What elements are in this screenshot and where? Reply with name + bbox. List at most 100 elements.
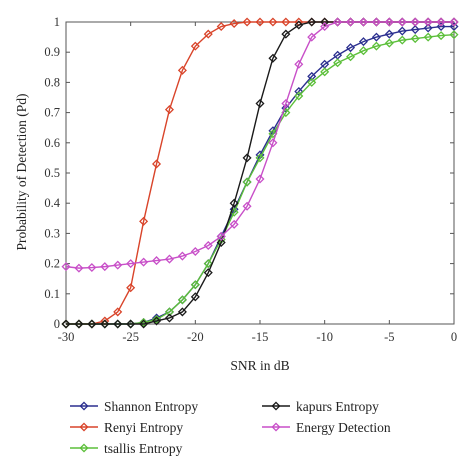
data-point-shannon-entropy [449, 22, 459, 32]
data-point-shannon-entropy [423, 23, 433, 33]
data-point-energy-detection [255, 174, 265, 184]
data-point-energy-detection [281, 99, 291, 109]
y-axis-label: Probability of Detection (Pd) [14, 93, 29, 250]
plot-area [65, 21, 455, 325]
data-point-kapurs-entropy [307, 17, 317, 27]
data-point-kapurs-entropy [139, 319, 149, 329]
x-tick-label: -20 [187, 330, 204, 344]
data-point-energy-detection [294, 59, 304, 69]
legend-swatch-marker [271, 422, 281, 432]
data-point-tsallis-entropy [371, 41, 381, 51]
data-point-energy-detection [164, 254, 174, 264]
plot-frame [65, 21, 455, 325]
y-tick-label: 0.8 [44, 75, 60, 89]
legend-swatch-marker [271, 401, 281, 411]
data-point-energy-detection [100, 262, 110, 272]
data-point-tsallis-entropy [152, 314, 162, 324]
data-point-tsallis-entropy [320, 67, 330, 77]
data-point-energy-detection [74, 263, 84, 273]
series-layer [61, 17, 459, 329]
data-point-energy-detection [423, 17, 433, 27]
data-point-tsallis-entropy [436, 31, 446, 41]
data-point-tsallis-entropy [449, 30, 459, 40]
legend-item-shannon-entropy: Shannon Entropy [70, 399, 198, 414]
data-point-energy-detection [410, 17, 420, 27]
data-point-tsallis-entropy [255, 153, 265, 163]
data-point-tsallis-entropy [164, 307, 174, 317]
data-point-kapurs-entropy [177, 307, 187, 317]
data-point-shannon-entropy [410, 25, 420, 35]
data-point-shannon-entropy [384, 29, 394, 39]
data-point-tsallis-entropy [139, 317, 149, 328]
data-point-energy-detection [139, 257, 149, 267]
data-point-energy-detection [320, 22, 330, 32]
x-tick-label: 0 [451, 330, 457, 344]
data-point-renyi-entropy [216, 22, 226, 32]
data-point-energy-detection [242, 201, 252, 211]
data-point-tsallis-entropy [410, 34, 420, 44]
data-point-renyi-entropy [229, 18, 239, 29]
data-point-energy-detection [268, 138, 278, 148]
legend-label: kapurs Entropy [296, 399, 379, 414]
data-point-kapurs-entropy [242, 153, 252, 163]
data-point-renyi-entropy [281, 17, 291, 27]
data-point-kapurs-entropy [126, 319, 136, 329]
x-tick-label: -25 [122, 330, 139, 344]
legend-item-renyi-entropy: Renyi Entropy [70, 420, 183, 435]
series-line-energy-detection [65, 21, 454, 269]
data-point-kapurs-entropy [74, 319, 84, 329]
y-tick-label: 0.7 [44, 106, 60, 120]
legend-swatch-marker [79, 401, 89, 411]
data-point-kapurs-entropy [203, 268, 213, 278]
data-point-energy-detection [61, 262, 71, 272]
data-point-kapurs-entropy [268, 53, 278, 63]
legend: Shannon Entropy kapurs Entropy Renyi Entro… [70, 399, 391, 456]
data-point-energy-detection [203, 240, 213, 250]
data-point-tsallis-entropy [177, 295, 187, 305]
data-point-renyi-entropy [126, 283, 136, 293]
y-tick-label: 0 [54, 317, 60, 331]
data-point-tsallis-entropy [384, 38, 394, 48]
data-point-shannon-entropy [371, 32, 381, 42]
data-point-kapurs-entropy [294, 20, 304, 30]
data-point-energy-detection [190, 247, 200, 257]
y-tick-label: 0.3 [44, 226, 60, 240]
legend-label: Energy Detection [296, 420, 391, 435]
data-point-tsallis-entropy [346, 52, 356, 62]
data-point-tsallis-entropy [203, 259, 213, 269]
data-point-energy-detection [358, 17, 368, 27]
y-tick-label: 0.9 [44, 45, 60, 59]
data-point-kapurs-entropy [320, 17, 330, 27]
data-point-renyi-entropy [113, 307, 123, 317]
data-point-renyi-entropy [268, 17, 278, 27]
y-tick-label: 1 [54, 15, 60, 29]
data-point-shannon-entropy [307, 71, 317, 81]
data-point-energy-detection [346, 17, 356, 27]
data-point-kapurs-entropy [100, 319, 110, 329]
data-point-renyi-entropy [255, 17, 265, 27]
data-point-kapurs-entropy [113, 319, 123, 329]
y-tick-label: 0.5 [44, 166, 60, 180]
data-point-kapurs-entropy [255, 99, 265, 109]
y-tick-label: 0.4 [44, 196, 60, 210]
data-point-tsallis-entropy [294, 91, 304, 101]
data-point-kapurs-entropy [164, 313, 174, 323]
series-energy-detection [61, 17, 459, 273]
data-point-kapurs-entropy [190, 292, 200, 302]
data-point-tsallis-entropy [190, 280, 200, 290]
data-point-energy-detection [216, 231, 226, 241]
data-point-shannon-entropy [397, 26, 407, 36]
data-point-kapurs-entropy [216, 237, 226, 247]
data-point-energy-detection [449, 17, 459, 27]
y-tick-label: 0.1 [44, 287, 60, 301]
data-point-kapurs-entropy [61, 319, 71, 329]
data-point-renyi-entropy [139, 216, 149, 226]
data-point-energy-detection [436, 17, 446, 27]
data-point-energy-detection [371, 17, 381, 27]
data-point-shannon-entropy [346, 43, 356, 53]
x-tick-label: -10 [316, 330, 333, 344]
x-axis-label: SNR in dB [230, 358, 289, 373]
data-point-tsallis-entropy [268, 129, 278, 139]
data-point-tsallis-entropy [397, 35, 407, 45]
